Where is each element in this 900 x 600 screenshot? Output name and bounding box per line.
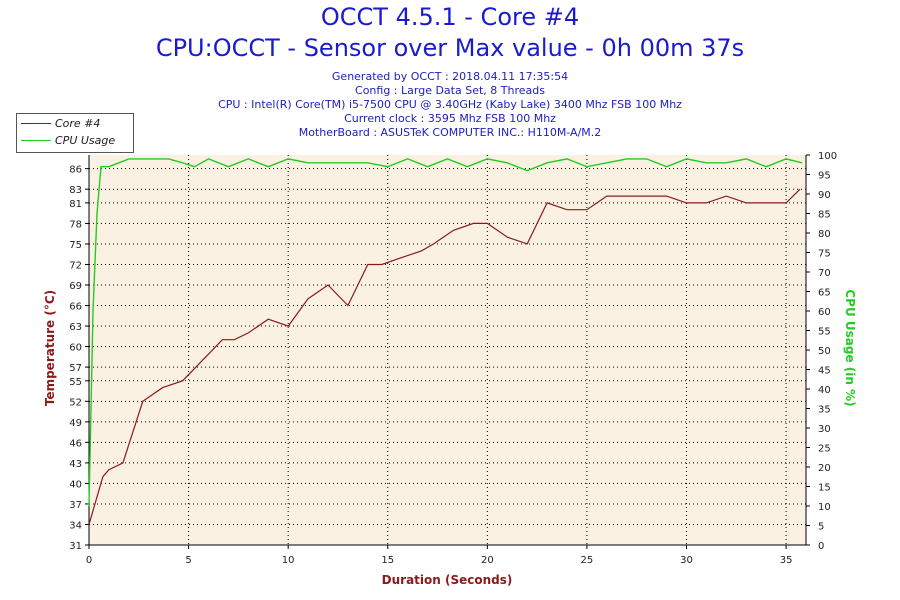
x-tick-label: 35 [780,555,793,566]
y-tick-label: 37 [69,500,82,511]
y2-tick-label: 75 [818,249,831,260]
y2-tick-label: 20 [818,463,831,474]
info-config: Config : Large Data Set, 8 Threads [355,84,545,97]
y-tick-label: 34 [69,520,82,531]
legend-item-core: Core #4 [17,116,133,132]
x-tick-label: 10 [282,555,295,566]
y2-tick-label: 25 [818,444,831,455]
info-motherboard: MotherBoard : ASUSTeK COMPUTER INC.: H11… [298,126,602,139]
y-tick-label: 46 [69,438,82,449]
y-tick-label: 83 [69,185,82,196]
y2-tick-label: 85 [818,210,831,221]
y-tick-label: 40 [69,479,82,490]
y-tick-label: 31 [69,541,82,552]
y-tick-label: 52 [69,397,82,408]
y-tick-label: 75 [69,240,82,251]
chart-legend: Core #4 CPU Usage [16,113,134,153]
y2-tick-label: 0 [818,541,824,552]
y2-tick-label: 35 [818,405,831,416]
grid-lines [89,155,806,545]
y2-tick-label: 70 [818,268,831,279]
y2-tick-label: 60 [818,307,831,318]
series-line-core-4 [88,188,801,525]
y2-tick-label: 55 [818,327,831,338]
x-tick-label: 25 [581,555,594,566]
plot-area [89,155,806,545]
chart-subtitle: CPU:OCCT - Sensor over Max value - 0h 00… [155,34,745,62]
y-tick-label: 43 [69,459,82,470]
y2-tick-label: 30 [818,424,831,435]
y2-tick-label: 5 [818,522,824,533]
info-cpu: CPU : Intel(R) Core(TM) i5-7500 CPU @ 3.… [218,98,682,111]
y-tick-label: 81 [69,199,82,210]
x-axis-label: Duration (Seconds) [382,573,513,587]
legend-swatch-usage [21,140,51,141]
y-tick-label: 78 [69,219,82,230]
y2-tick-label: 50 [818,346,831,357]
y2-tick-label: 95 [818,171,831,182]
info-generated: Generated by OCCT : 2018.04.11 17:35:54 [331,70,569,83]
y2-tick-label: 100 [818,151,837,162]
y2-tick-label: 45 [818,366,831,377]
legend-label-core: Core #4 [55,117,101,130]
x-tick-label: 15 [381,555,394,566]
x-tick-label: 20 [481,555,494,566]
y2-tick-label: 40 [818,385,831,396]
series-line-cpu-usage [88,158,803,507]
x-tick-label: 0 [86,555,92,566]
y-tick-label: 69 [69,281,82,292]
y-tick-label: 60 [69,343,82,354]
y-tick-label: 86 [69,165,82,176]
y-tick-label: 63 [69,322,82,333]
legend-label-usage: CPU Usage [55,134,116,147]
y2-tick-label: 10 [818,502,831,513]
y-axis-label: Temperature (°C) [43,290,57,406]
legend-swatch-core [21,123,51,124]
x-tick-label: 5 [185,555,191,566]
y2-tick-label: 65 [818,288,831,299]
y-tick-label: 55 [69,377,82,388]
y-tick-label: 66 [69,302,82,313]
y2-axis-label: CPU Usage (in %) [843,289,857,406]
y-tick-label: 49 [69,418,82,429]
info-clock: Current clock : 3595 Mhz FSB 100 Mhz [344,112,556,125]
legend-item-usage: CPU Usage [17,133,133,149]
chart-title: OCCT 4.5.1 - Core #4 [320,3,580,31]
y2-tick-label: 90 [818,190,831,201]
x-tick-label: 30 [680,555,693,566]
y-tick-label: 57 [69,363,82,374]
y-tick-label: 72 [69,260,82,271]
tick-labels: 0 5 10 15 20 25 30 35 31 34 37 40 43 46 49 52 55 57 60 63 66… [69,151,837,566]
y2-tick-label: 15 [818,483,831,494]
y2-tick-label: 80 [818,229,831,240]
